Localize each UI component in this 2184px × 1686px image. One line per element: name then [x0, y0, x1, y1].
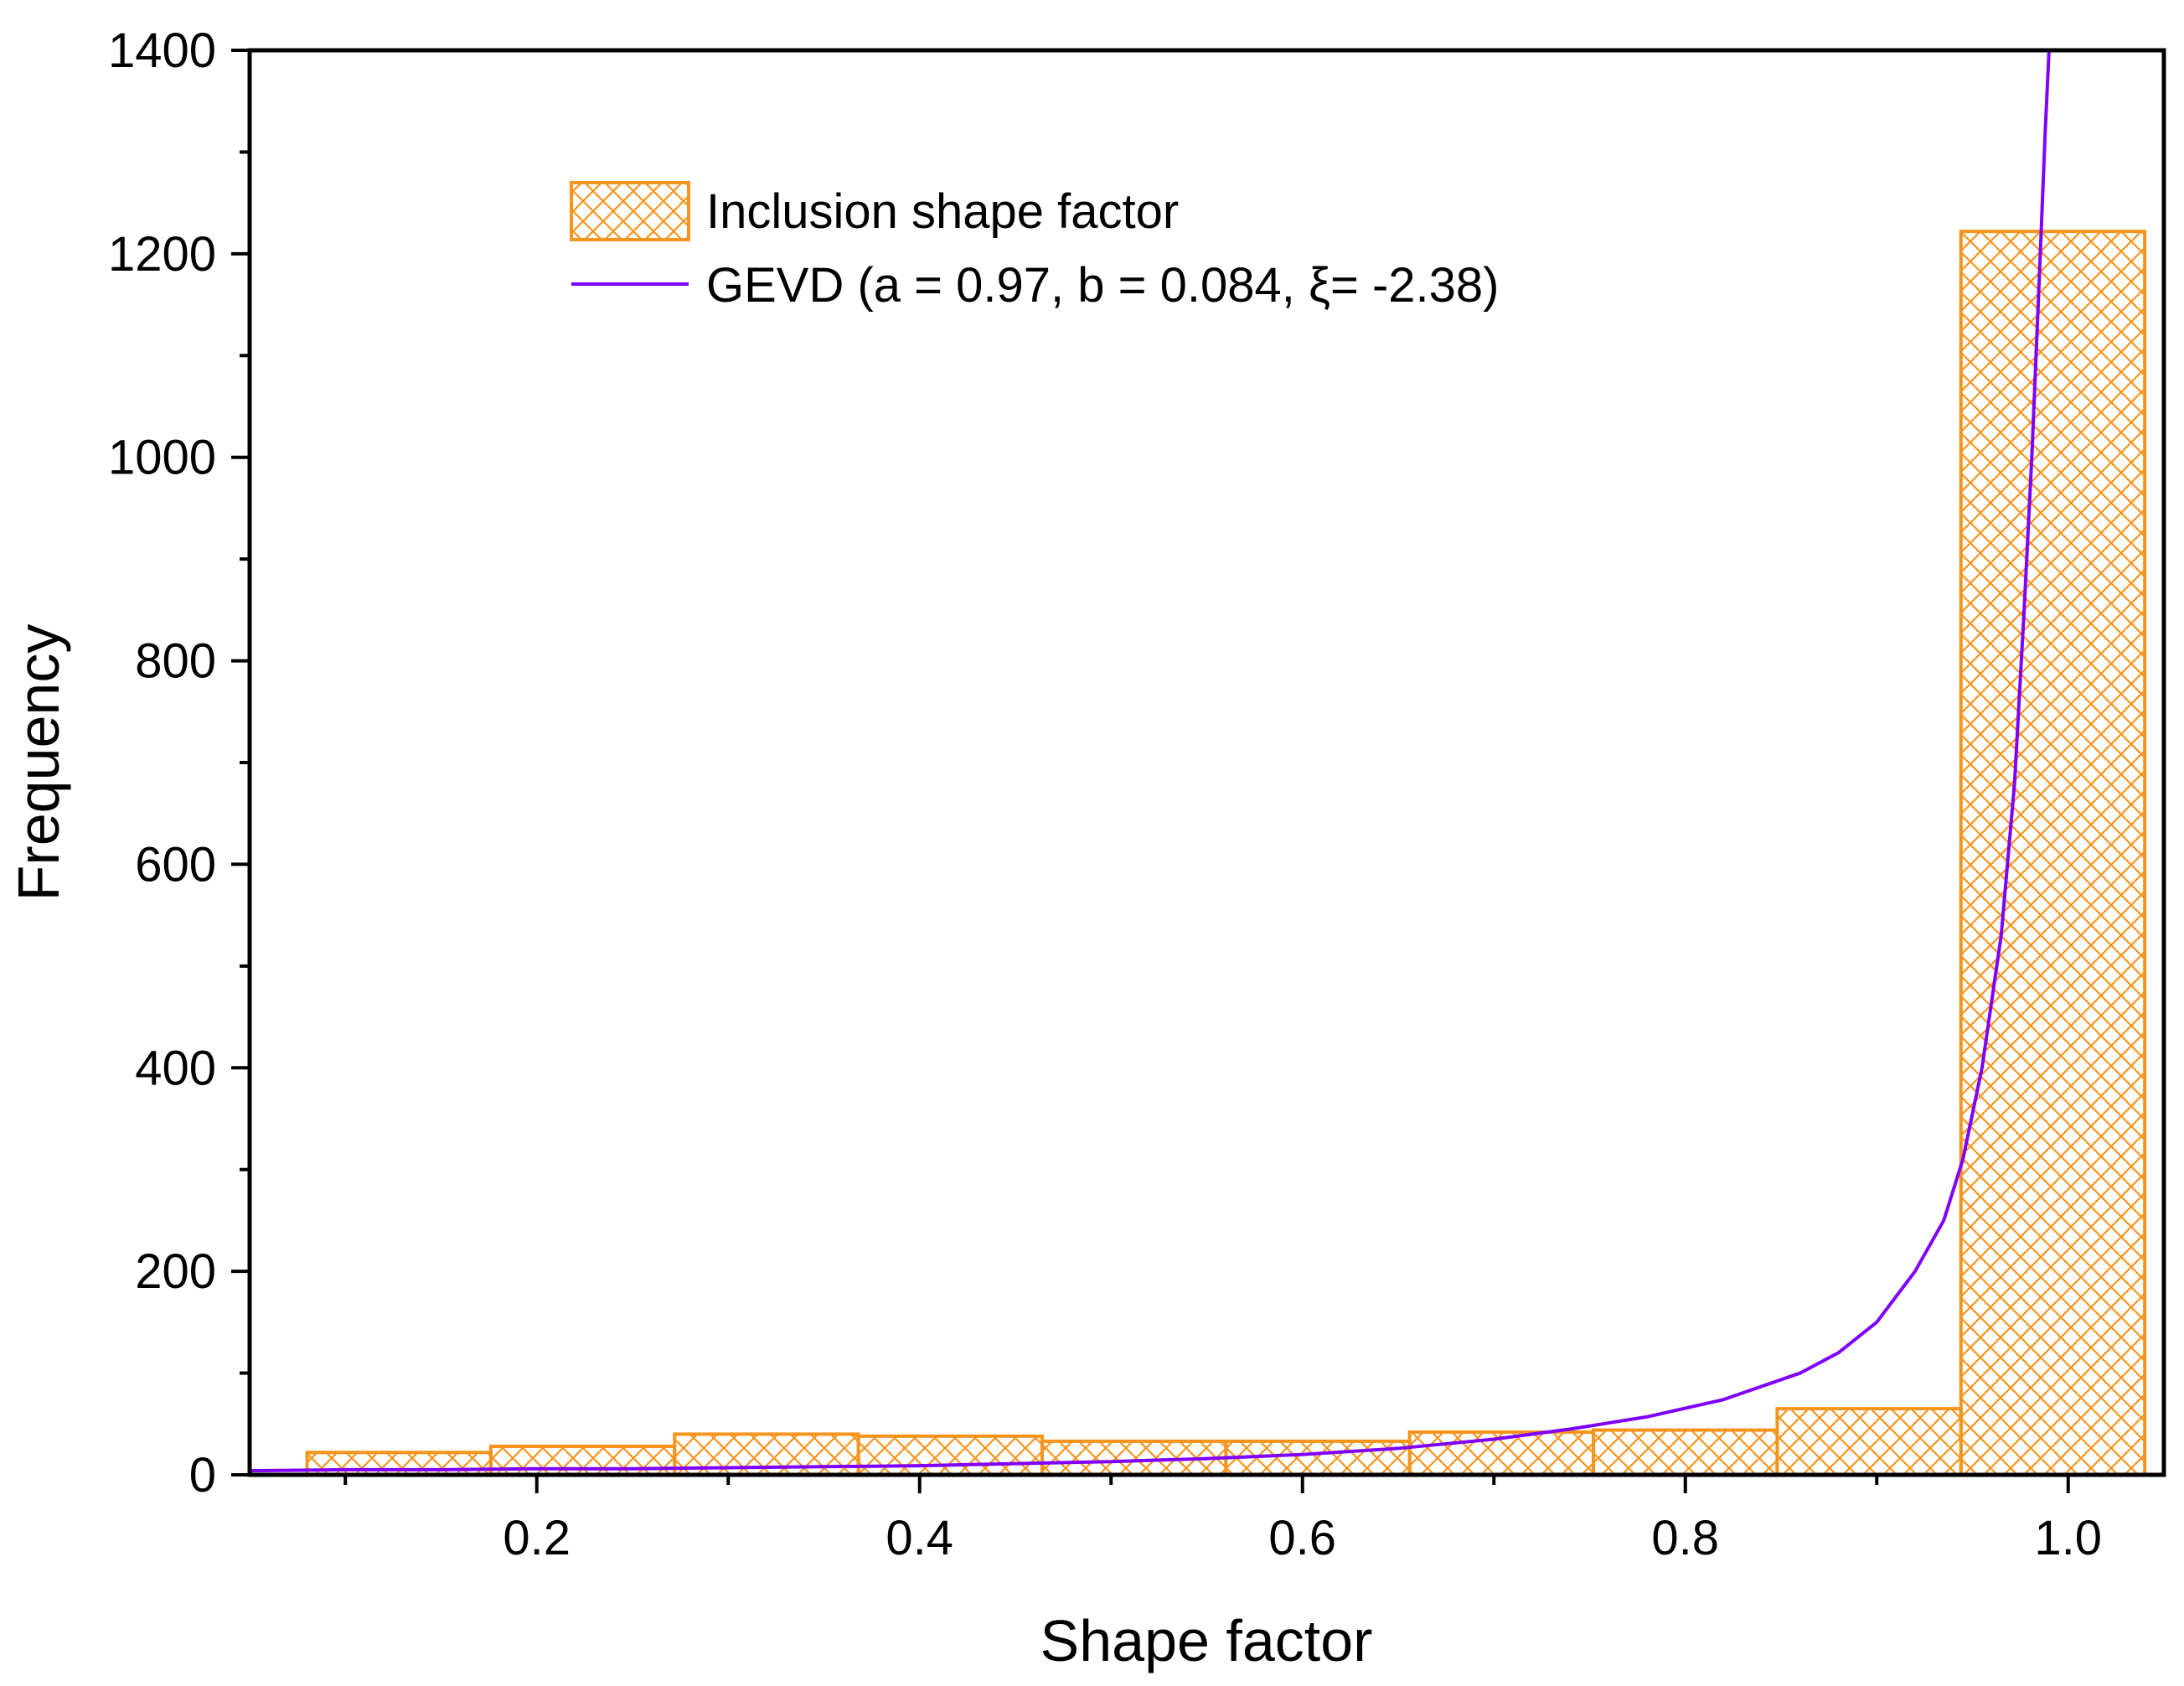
- gevd-curve: [249, 49, 2051, 1473]
- x-axis-title: Shape factor: [1040, 1608, 1373, 1673]
- x-tick-label: 1.0: [2034, 1511, 2102, 1565]
- x-tick-label: 0.4: [885, 1511, 953, 1565]
- gevd-curve-layer: [249, 49, 2051, 1473]
- y-tick-label: 0: [189, 1448, 216, 1502]
- legend-histogram-swatch: [570, 181, 690, 241]
- legend: Inclusion shape factor GEVD (a = 0.97, b…: [570, 181, 1499, 313]
- y-tick-label: 1000: [108, 431, 216, 485]
- x-axis-ticks: 0.2 0.4 0.6 0.8 1.0: [343, 1475, 2102, 1565]
- y-axis-ticks: 0 200 400 600 800 1000 1200 1400: [108, 23, 250, 1502]
- y-tick-label: 800: [135, 634, 216, 689]
- y-tick-label: 600: [135, 837, 216, 892]
- histogram-bar-7: [1592, 1428, 1779, 1477]
- histogram-bars: [305, 230, 2147, 1477]
- x-tick-label: 0.8: [1651, 1511, 1719, 1565]
- y-tick-label: 1200: [108, 227, 216, 282]
- legend-gevd-label: GEVD (a = 0.97, b = 0.084, ξ= -2.38): [706, 258, 1499, 313]
- y-tick-label: 200: [135, 1244, 216, 1299]
- legend-histogram-label: Inclusion shape factor: [706, 184, 1179, 239]
- histogram-bar-9: [1959, 230, 2147, 1477]
- x-tick-label: 0.2: [503, 1511, 571, 1565]
- y-tick-label: 400: [135, 1041, 216, 1095]
- x-tick-label: 0.6: [1268, 1511, 1336, 1565]
- y-axis-title: Frequency: [6, 624, 71, 902]
- histogram-bar-3: [856, 1434, 1044, 1477]
- histogram-bar-8: [1775, 1407, 1963, 1477]
- y-tick-label: 1400: [108, 23, 216, 78]
